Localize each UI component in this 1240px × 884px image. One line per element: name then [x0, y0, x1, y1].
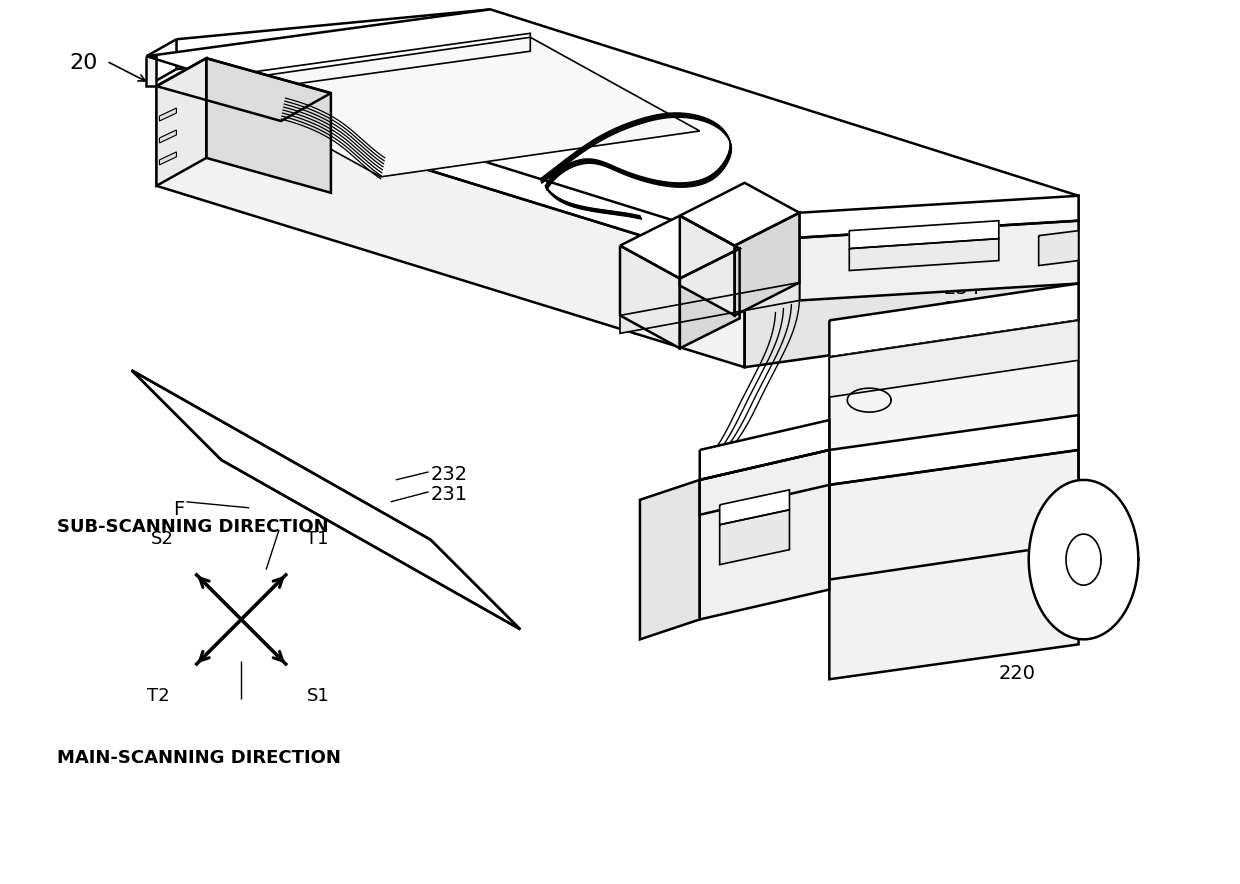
Text: 230: 230	[744, 269, 781, 287]
Polygon shape	[160, 108, 176, 121]
Polygon shape	[800, 221, 1079, 301]
Text: SUB-SCANNING DIRECTION: SUB-SCANNING DIRECTION	[57, 518, 329, 536]
Polygon shape	[620, 246, 680, 348]
Polygon shape	[1039, 231, 1079, 265]
Polygon shape	[156, 58, 206, 186]
Polygon shape	[206, 58, 331, 193]
Polygon shape	[744, 221, 1079, 367]
Polygon shape	[699, 420, 830, 480]
Text: 234: 234	[944, 278, 981, 298]
Polygon shape	[156, 58, 331, 121]
Polygon shape	[1029, 480, 1138, 639]
Text: 235: 235	[944, 301, 981, 319]
Polygon shape	[146, 57, 156, 86]
Polygon shape	[734, 213, 800, 316]
Polygon shape	[680, 183, 800, 246]
Polygon shape	[849, 239, 998, 271]
Polygon shape	[160, 152, 176, 165]
Text: T2: T2	[148, 687, 170, 705]
Polygon shape	[620, 216, 739, 278]
Polygon shape	[680, 248, 739, 348]
Polygon shape	[620, 283, 800, 333]
Polygon shape	[131, 370, 521, 629]
Polygon shape	[830, 450, 1079, 679]
Polygon shape	[699, 450, 830, 620]
Text: S2: S2	[151, 530, 174, 548]
Text: 220: 220	[998, 664, 1035, 683]
Text: T1: T1	[306, 530, 329, 548]
Polygon shape	[719, 490, 790, 525]
Polygon shape	[699, 450, 830, 514]
Polygon shape	[156, 39, 1079, 268]
Polygon shape	[680, 216, 734, 316]
Polygon shape	[849, 221, 998, 248]
Polygon shape	[719, 510, 790, 565]
Polygon shape	[160, 130, 176, 143]
Polygon shape	[830, 320, 1079, 397]
Polygon shape	[211, 37, 699, 177]
Polygon shape	[156, 86, 744, 367]
Polygon shape	[744, 195, 1079, 268]
Text: 231: 231	[430, 484, 467, 504]
Text: 232: 232	[430, 465, 467, 484]
Text: S1: S1	[306, 687, 329, 705]
Polygon shape	[201, 34, 531, 97]
Polygon shape	[640, 480, 699, 639]
Polygon shape	[800, 195, 1079, 238]
Text: MAIN-SCANNING DIRECTION: MAIN-SCANNING DIRECTION	[57, 749, 341, 767]
Text: F: F	[174, 499, 185, 519]
Polygon shape	[830, 320, 1079, 580]
Text: 20: 20	[69, 53, 98, 73]
Polygon shape	[830, 415, 1079, 484]
Polygon shape	[146, 10, 1079, 242]
Polygon shape	[830, 284, 1079, 357]
